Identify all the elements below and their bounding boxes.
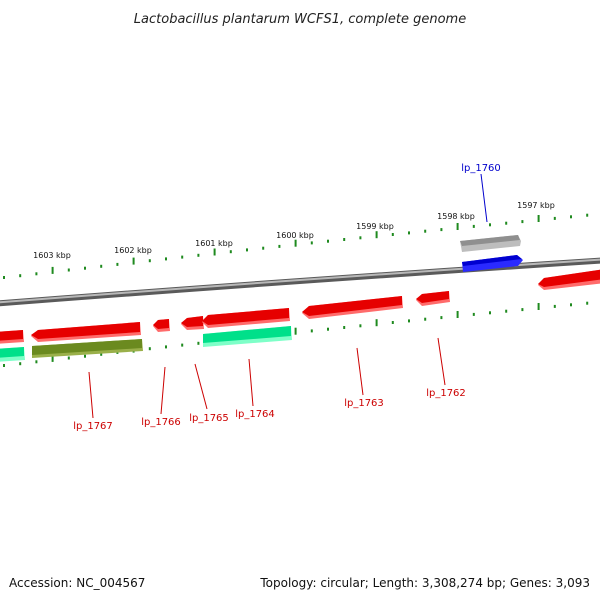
upper-scale-tick: [505, 221, 508, 225]
lower-scale-tick: [505, 309, 508, 313]
upper-scale-tick: [100, 264, 103, 268]
upper-scale-tick: [391, 233, 394, 236]
lower-scale-tick: [489, 311, 491, 315]
gene-label-lp-1760[interactable]: lp_1760: [461, 163, 501, 174]
upper-scale-tick: [375, 231, 378, 239]
lower-scale-tick: [67, 356, 70, 360]
upper-scale-tick: [181, 255, 184, 259]
upper-scale-tick: [3, 276, 5, 279]
lower-scale-tick: [440, 316, 443, 320]
lower-scale-tick: [586, 301, 589, 305]
lower-scale-tick: [19, 362, 22, 366]
gene-row-lower[interactable]: [0, 326, 292, 362]
upper-scale-tick: [19, 274, 22, 278]
upper-scale-tick: [586, 213, 589, 217]
upper-scale-tick: [489, 223, 491, 227]
upper-scale-tick: [343, 238, 346, 241]
upper-scale-tick: [116, 262, 119, 266]
gene-label-lp-1766[interactable]: lp_1766: [141, 417, 181, 428]
lower-scale-tick: [294, 327, 297, 335]
upper-scale-tick: [440, 228, 443, 232]
upper-scale-tick: [294, 239, 297, 247]
upper-scale-tick: [246, 248, 248, 252]
scale-label-1599: 1599 kbp: [356, 222, 394, 231]
lower-scale-tick: [391, 321, 394, 324]
lower-scale-tick: [51, 354, 54, 362]
lower-scale-tick: [375, 319, 378, 327]
genome-summary-text: Topology: circular; Length: 3,308,274 bp…: [260, 576, 590, 590]
gene-label-lp-1764[interactable]: lp_1764: [235, 409, 275, 420]
scale-labels: 1603 kbp 1602 kbp 1601 kbp 1600 kbp 1599…: [33, 201, 555, 260]
upper-scale-tick: [197, 253, 200, 257]
upper-scale-tick: [213, 248, 216, 256]
lower-scale-tick: [408, 319, 410, 323]
map-title: Lactobacillus plantarum WCFS1, complete …: [134, 12, 466, 27]
lower-scale-tick: [537, 303, 540, 310]
upper-scale-tick: [327, 239, 329, 243]
gene-label-lp-1763[interactable]: lp_1763: [344, 398, 384, 409]
gene-labels: lp_1760 lp_1767 lp_1766 lp_1765 lp_1764 …: [73, 163, 501, 432]
scale-label-1600: 1600 kbp: [276, 231, 314, 240]
accession-text: Accession: NC_004567: [9, 576, 146, 590]
upper-scale-tick: [359, 236, 362, 240]
lower-scale-tick: [35, 360, 38, 364]
gene-lp-1760[interactable]: [460, 235, 523, 272]
lower-scale-tick: [3, 364, 5, 367]
lower-scale-tick: [165, 345, 167, 349]
lower-scale-tick: [84, 354, 86, 358]
scale-label-1602: 1602 kbp: [114, 246, 152, 255]
upper-scale-tick: [229, 250, 232, 254]
scale-label-1598: 1598 kbp: [437, 212, 475, 221]
upper-scale-tick: [148, 259, 151, 263]
upper-scale-tick: [262, 246, 265, 250]
lower-scale-tick: [148, 347, 151, 351]
lower-scale-tick: [553, 304, 556, 308]
lower-scale-tick: [521, 308, 524, 312]
lower-scale-tick: [100, 352, 103, 356]
lower-scale-tick: [310, 329, 313, 333]
lower-scale-tick: [181, 343, 184, 347]
upper-scale-tick: [84, 266, 86, 270]
upper-scale-tick: [408, 231, 410, 235]
upper-scale-tick: [537, 215, 540, 222]
lower-scale-tick: [327, 327, 329, 331]
upper-scale-tick: [570, 215, 572, 219]
lower-scale-tick: [343, 326, 346, 329]
upper-scale-tick: [51, 266, 54, 274]
lower-scale-tick: [472, 312, 475, 316]
scale-label-1603: 1603 kbp: [33, 251, 71, 260]
upper-scale-tick: [35, 272, 38, 276]
upper-scale-tick: [310, 241, 313, 245]
upper-scale-tick: [132, 257, 135, 265]
upper-scale-tick: [553, 216, 556, 220]
upper-scale-tick: [165, 257, 167, 261]
gene-label-lp-1762[interactable]: lp_1762: [426, 388, 466, 399]
leader-lines: [88, 173, 488, 419]
gene-row-red[interactable]: [0, 269, 600, 344]
upper-scale-tick: [521, 220, 524, 224]
scale-label-1597: 1597 kbp: [517, 201, 555, 210]
scale-label-1601: 1601 kbp: [195, 239, 233, 248]
lower-scale-tick: [197, 341, 200, 345]
upper-scale-tick: [67, 268, 70, 272]
lower-scale-tick: [424, 317, 427, 321]
lower-scale-tick: [570, 303, 572, 307]
upper-scale-tick: [472, 224, 475, 228]
gene-label-lp-1765[interactable]: lp_1765: [189, 413, 229, 424]
upper-scale-tick: [424, 229, 427, 233]
lower-scale-tick: [456, 311, 459, 318]
upper-scale-ticks: [3, 213, 589, 279]
upper-scale-tick: [278, 244, 281, 248]
upper-scale-tick: [456, 223, 459, 230]
gene-label-lp-1767[interactable]: lp_1767: [73, 421, 113, 432]
lower-scale-tick: [359, 324, 362, 328]
genome-backbone: [0, 257, 600, 307]
